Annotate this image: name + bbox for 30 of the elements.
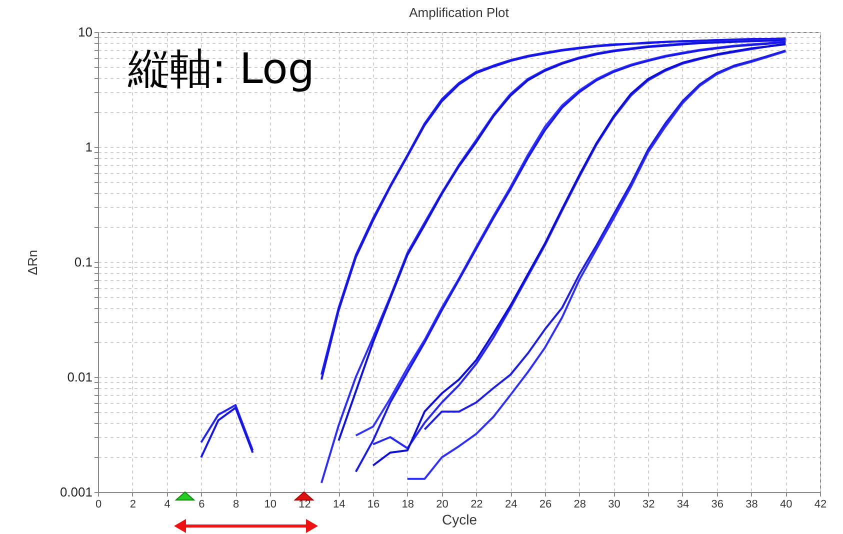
x-tick-label: 10 bbox=[264, 498, 277, 510]
x-tick-label: 4 bbox=[164, 498, 170, 510]
x-tick-label: 30 bbox=[608, 498, 620, 510]
x-tick-label: 2 bbox=[130, 498, 136, 510]
x-tick-label: 28 bbox=[574, 498, 586, 510]
y-tick-label: 1 bbox=[85, 140, 92, 154]
y-axis-title: ΔRn bbox=[24, 250, 40, 276]
x-tick-label: 0 bbox=[95, 498, 102, 510]
x-tick-label: 22 bbox=[470, 498, 483, 510]
chart-title: Amplification Plot bbox=[409, 5, 510, 20]
x-tick-label: 36 bbox=[711, 498, 724, 510]
x-tick-label: 32 bbox=[642, 498, 655, 510]
x-tick-label: 40 bbox=[780, 498, 792, 510]
y-tick-label: 0.001 bbox=[60, 484, 92, 500]
x-tick-label: 34 bbox=[676, 498, 690, 510]
annotation: 縦軸: Log bbox=[127, 44, 315, 93]
x-tick-label: 38 bbox=[746, 498, 758, 510]
y-tick-label: 0.1 bbox=[74, 254, 92, 270]
x-tick-label: 26 bbox=[539, 498, 552, 510]
x-tick-label: 16 bbox=[367, 498, 380, 510]
y-tick-label: 0.01 bbox=[67, 370, 92, 384]
x-axis-title: Cycle bbox=[442, 512, 478, 528]
x-tick-label: 42 bbox=[814, 498, 827, 510]
x-tick-label: 18 bbox=[402, 498, 414, 510]
x-tick-label: 24 bbox=[504, 498, 518, 510]
x-tick-label: 14 bbox=[333, 498, 346, 510]
x-tick-label: 6 bbox=[198, 498, 205, 510]
x-tick-label: 20 bbox=[436, 498, 448, 510]
x-tick-label: 8 bbox=[232, 498, 240, 510]
y-tick-label: 10 bbox=[78, 24, 92, 40]
